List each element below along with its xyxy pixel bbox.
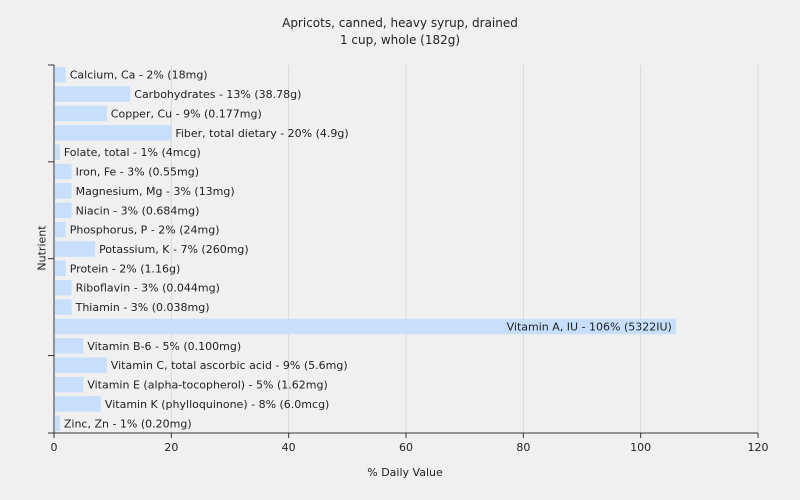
bar (55, 279, 72, 296)
bar-label: Magnesium, Mg - 3% (13mg) (76, 185, 235, 198)
bar-label: Calcium, Ca - 2% (18mg) (70, 69, 208, 82)
x-tick-label: 20 (164, 441, 178, 454)
bar (55, 260, 66, 277)
x-tick-label: 80 (516, 441, 530, 454)
bar-label: Copper, Cu - 9% (0.177mg) (111, 107, 262, 120)
bar-label: Vitamin E (alpha-tocopherol) - 5% (1.62m… (87, 379, 327, 392)
bar (55, 299, 72, 315)
bar (55, 125, 172, 141)
x-tick-label: 40 (282, 441, 296, 454)
bar-label: Protein - 2% (1.16g) (70, 262, 181, 275)
bar-label: Thiamin - 3% (0.038mg) (75, 301, 210, 314)
bar (55, 86, 131, 102)
bar (55, 144, 60, 160)
x-tick-label: 60 (399, 441, 413, 454)
bar-label: Vitamin B-6 - 5% (0.100mg) (87, 340, 241, 353)
bar (55, 318, 676, 335)
bar-label: Zinc, Zn - 1% (0.20mg) (64, 417, 192, 430)
bar-label: Iron, Fe - 3% (0.55mg) (76, 166, 199, 179)
bar (55, 241, 96, 257)
bar (55, 221, 66, 238)
bar (55, 183, 72, 199)
bar (55, 415, 60, 432)
bar-label: Niacin - 3% (0.684mg) (76, 204, 200, 217)
bar (55, 376, 84, 393)
bar (55, 338, 84, 354)
bar-label: Vitamin C, total ascorbic acid - 9% (5.6… (111, 359, 348, 372)
bar (55, 202, 72, 219)
bar (55, 357, 107, 373)
bar-label: Vitamin K (phylloquinone) - 8% (6.0mcg) (105, 398, 329, 411)
bar-label: Potassium, K - 7% (260mg) (99, 243, 249, 256)
bar-label: Carbohydrates - 13% (38.78g) (134, 88, 301, 101)
x-tick-label: 0 (51, 441, 58, 454)
x-tick-label: 100 (630, 441, 651, 454)
bar (55, 163, 72, 180)
y-axis-label: Nutrient (35, 225, 49, 271)
bar (55, 66, 66, 83)
bar-label: Phosphorus, P - 2% (24mg) (70, 224, 220, 237)
bar-label: Folate, total - 1% (4mcg) (64, 146, 201, 159)
bar-label: Vitamin A, IU - 106% (5322IU) (507, 320, 672, 333)
bar-label: Riboflavin - 3% (0.044mg) (76, 282, 220, 295)
bar (55, 396, 101, 412)
bar-label: Fiber, total dietary - 20% (4.9g) (175, 127, 348, 140)
x-tick-label: 120 (748, 441, 769, 454)
chart-title: Apricots, canned, heavy syrup, drained (282, 16, 518, 30)
bar (55, 105, 107, 122)
x-axis-label: % Daily Value (367, 466, 443, 479)
chart-subtitle: 1 cup, whole (182g) (339, 33, 461, 47)
